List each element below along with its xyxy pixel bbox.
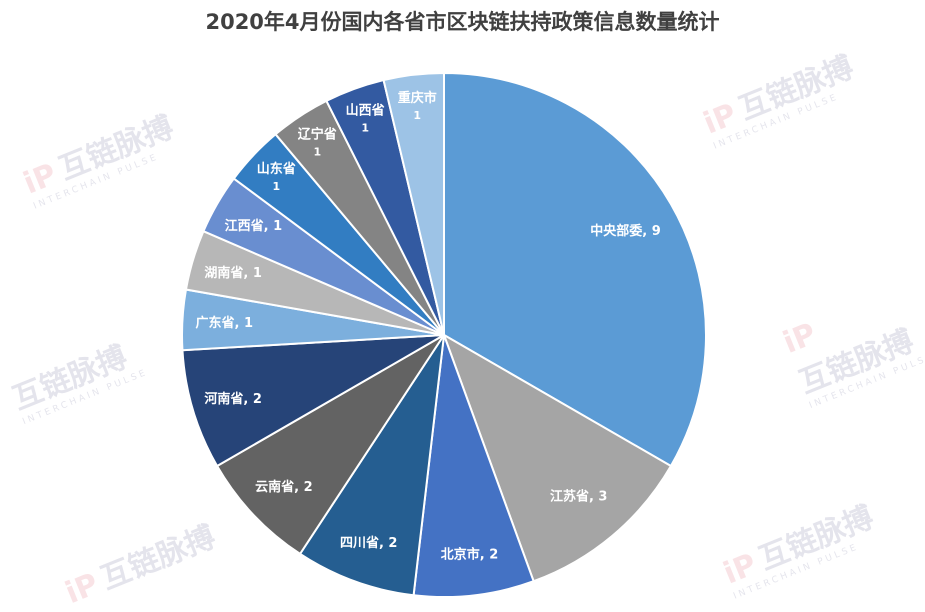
slice-label: 辽宁省 1 (298, 126, 337, 158)
slice-label: 四川省, 2 (340, 535, 398, 551)
slice-label: 云南省, 2 (255, 479, 313, 495)
slice-label: 中央部委, 9 (590, 223, 661, 239)
slice-label: 山西省 1 (346, 102, 385, 134)
chart-title: 2020年4月份国内各省市区块链扶持政策信息数量统计 (205, 10, 720, 34)
slice-label: 北京市, 2 (441, 547, 499, 563)
pie-slice (298, 334, 445, 597)
slice-label: 江苏省, 3 (550, 489, 608, 505)
slice-label: 江西省, 1 (225, 218, 283, 234)
pie-slice (382, 71, 445, 336)
pie-slice (181, 334, 445, 468)
pie-slice (442, 332, 673, 583)
pie-slice (443, 71, 707, 468)
slice-label: 湖南省, 1 (204, 265, 262, 281)
pie-labels: 中央部委, 9 江苏省, 3 北京市, 2 四川省, 2 云南省, 2 河南省, 2 广东省… (196, 90, 661, 563)
pie-slices (181, 71, 707, 598)
pie-slice (412, 334, 535, 598)
pie-slice (215, 334, 445, 556)
slice-label: 山东省 1 (257, 161, 296, 193)
slice-label: 广东省, 1 (196, 315, 254, 331)
slice-label: 河南省, 2 (204, 391, 262, 407)
slice-label: 重庆市 1 (398, 90, 437, 122)
